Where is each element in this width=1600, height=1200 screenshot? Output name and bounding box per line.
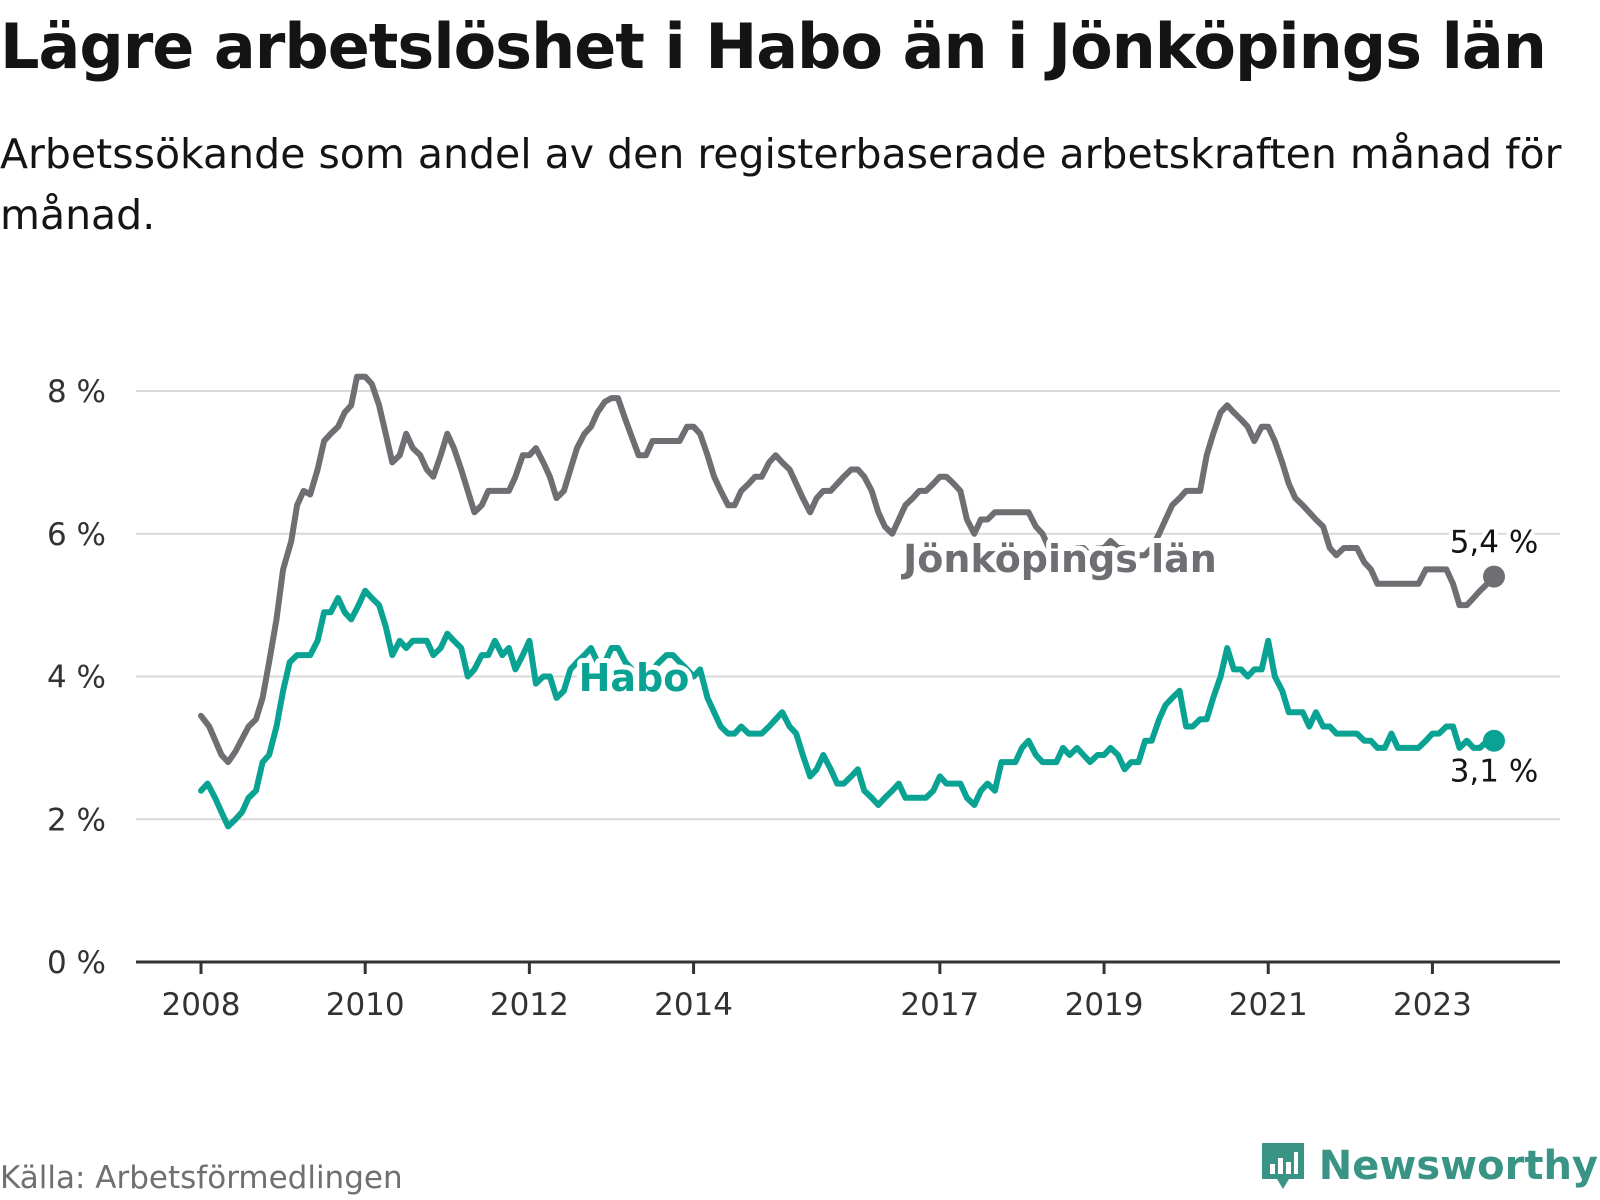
series-line-habo bbox=[198, 587, 1497, 830]
newsworthy-logo-icon bbox=[1261, 1143, 1304, 1189]
line-chart: 0 % 2 % 4 % 6 % 8 % 2008 2010 2012 2014 2017 2019… bbox=[47, 373, 1560, 1023]
y-tick-label: 0 % bbox=[47, 945, 106, 981]
x-axis: 2008 2010 2012 2014 2017 2019 2021 2023 bbox=[136, 960, 1560, 1023]
y-tick-label: 8 % bbox=[47, 374, 106, 410]
y-tick-label: 4 % bbox=[47, 660, 106, 696]
y-axis: 0 % 2 % 4 % 6 % 8 % bbox=[47, 374, 106, 981]
x-tick-label: 2014 bbox=[654, 987, 733, 1023]
series-label-jonkoping: Jönköpings län bbox=[900, 537, 1217, 581]
end-point-jonkoping bbox=[1483, 565, 1505, 588]
x-tick-label: 2021 bbox=[1229, 987, 1308, 1023]
x-tick-label: 2010 bbox=[326, 987, 405, 1023]
chart-subtitle: Arbetssökande som andel av den registerb… bbox=[0, 130, 1562, 239]
series-labels: Jönköpings län Habo bbox=[574, 532, 1222, 705]
series-lines bbox=[198, 373, 1497, 830]
brand-logo: Newsworthy bbox=[1259, 1140, 1598, 1192]
series-line-jonkoping bbox=[198, 373, 1497, 766]
end-label-habo: 3,1 % bbox=[1450, 754, 1539, 790]
series-endpoints: 5,4 % 3,1 % bbox=[1446, 521, 1543, 794]
x-tick-label: 2008 bbox=[162, 987, 241, 1023]
y-tick-label: 6 % bbox=[47, 517, 106, 553]
end-label-jonkoping: 5,4 % bbox=[1450, 525, 1539, 561]
series-label-habo: Habo bbox=[579, 656, 690, 700]
x-tick-label: 2017 bbox=[900, 987, 979, 1023]
y-tick-label: 2 % bbox=[47, 802, 106, 838]
x-tick-label: 2019 bbox=[1065, 987, 1144, 1023]
x-tick-label: 2023 bbox=[1393, 987, 1472, 1023]
x-tick-label: 2012 bbox=[490, 987, 569, 1023]
gridlines bbox=[136, 390, 1560, 821]
end-point-habo bbox=[1483, 729, 1505, 752]
chart-title: Lägre arbetslöshet i Habo än i Jönköping… bbox=[0, 10, 1547, 83]
brand-name: Newsworthy bbox=[1318, 1143, 1598, 1189]
source-note: Källa: Arbetsförmedlingen bbox=[0, 1160, 403, 1196]
